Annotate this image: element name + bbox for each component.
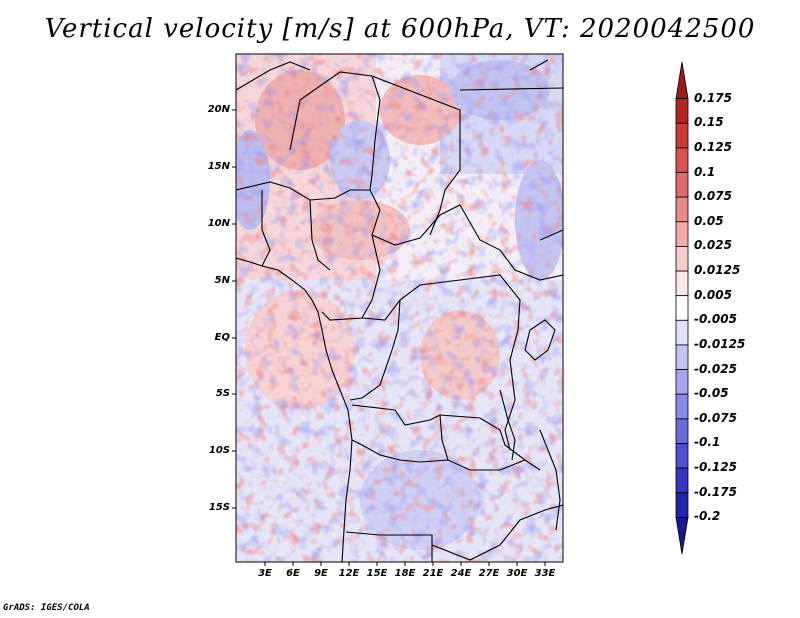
y-tick-label: 10N bbox=[207, 218, 230, 229]
colorbar-swatch bbox=[675, 393, 689, 420]
colorbar-label: -0.125 bbox=[694, 460, 737, 475]
colorbar-swatch bbox=[675, 467, 689, 494]
x-tick-label: 30E bbox=[506, 568, 528, 579]
colorbar-swatch bbox=[675, 122, 689, 149]
colorbar-swatch bbox=[675, 221, 689, 247]
y-tick-label: 20N bbox=[207, 104, 230, 115]
x-tick-label: 15E bbox=[366, 568, 388, 579]
grads-credit: GrADS: IGES/COLA bbox=[3, 603, 90, 613]
colorbar-label: -0.1 bbox=[694, 435, 721, 450]
y-tick-label: 15N bbox=[207, 161, 230, 172]
y-tick-label: 5S bbox=[215, 388, 230, 399]
x-tick-label: 21E bbox=[422, 568, 444, 579]
y-tick-label: 5N bbox=[214, 275, 230, 286]
colorbar-swatch bbox=[675, 147, 689, 173]
colorbar-label: -0.005 bbox=[694, 312, 737, 327]
colorbar-label: 0.125 bbox=[694, 139, 732, 154]
country-borders bbox=[236, 59, 563, 562]
colorbar-label: 0.175 bbox=[694, 90, 732, 105]
colorbar-label: 0.075 bbox=[694, 189, 732, 204]
colorbar-label: 0.025 bbox=[694, 238, 732, 253]
colorbar-label: 0.1 bbox=[694, 164, 716, 179]
y-tick-label: 10S bbox=[208, 445, 230, 456]
colorbar-swatch bbox=[675, 196, 689, 223]
x-tick-marks bbox=[264, 562, 546, 566]
colorbar-swatch bbox=[675, 344, 689, 370]
colorbar-swatch bbox=[675, 295, 689, 321]
x-tick-label: 18E bbox=[394, 568, 416, 579]
colorbar-label: 0.15 bbox=[694, 115, 724, 130]
colorbar-label: -0.175 bbox=[694, 484, 737, 499]
y-tick-label: EQ bbox=[214, 332, 230, 343]
plot-frame bbox=[235, 53, 564, 563]
colorbar-swatch bbox=[675, 172, 689, 198]
x-tick-label: 6E bbox=[286, 568, 300, 579]
x-tick-label: 27E bbox=[478, 568, 500, 579]
colorbar-label: -0.05 bbox=[694, 386, 729, 401]
colorbar-swatch bbox=[675, 418, 689, 444]
colorbar-swatch bbox=[675, 492, 689, 518]
colorbar-swatch bbox=[675, 319, 689, 346]
colorbar-label: -0.2 bbox=[694, 509, 721, 524]
colorbar-label: 0.0125 bbox=[694, 263, 741, 278]
colorbar-swatch bbox=[675, 369, 689, 395]
colorbar-swatch bbox=[675, 516, 689, 555]
colorbar-label: -0.025 bbox=[694, 361, 737, 376]
colorbar bbox=[675, 61, 689, 555]
map-title: Vertical velocity [m/s] at 600hPa, VT: 2… bbox=[44, 14, 756, 44]
colorbar-swatch bbox=[675, 270, 689, 297]
vertical-velocity-field bbox=[236, 54, 563, 562]
colorbar-label: -0.0125 bbox=[694, 336, 746, 351]
y-tick-marks bbox=[232, 109, 236, 509]
y-tick-label: 15S bbox=[208, 502, 230, 513]
x-tick-label: 24E bbox=[450, 568, 472, 579]
x-tick-label: 3E bbox=[258, 568, 272, 579]
colorbar-swatch bbox=[675, 246, 689, 272]
x-tick-label: 12E bbox=[338, 568, 360, 579]
colorbar-label: 0.05 bbox=[694, 213, 724, 228]
x-tick-label: 33E bbox=[534, 568, 556, 579]
colorbar-label: -0.075 bbox=[694, 410, 737, 425]
colorbar-swatch bbox=[675, 98, 689, 124]
colorbar-swatch bbox=[675, 443, 689, 469]
x-tick-label: 9E bbox=[314, 568, 328, 579]
colorbar-swatch bbox=[675, 61, 689, 100]
colorbar-label: 0.005 bbox=[694, 287, 732, 302]
